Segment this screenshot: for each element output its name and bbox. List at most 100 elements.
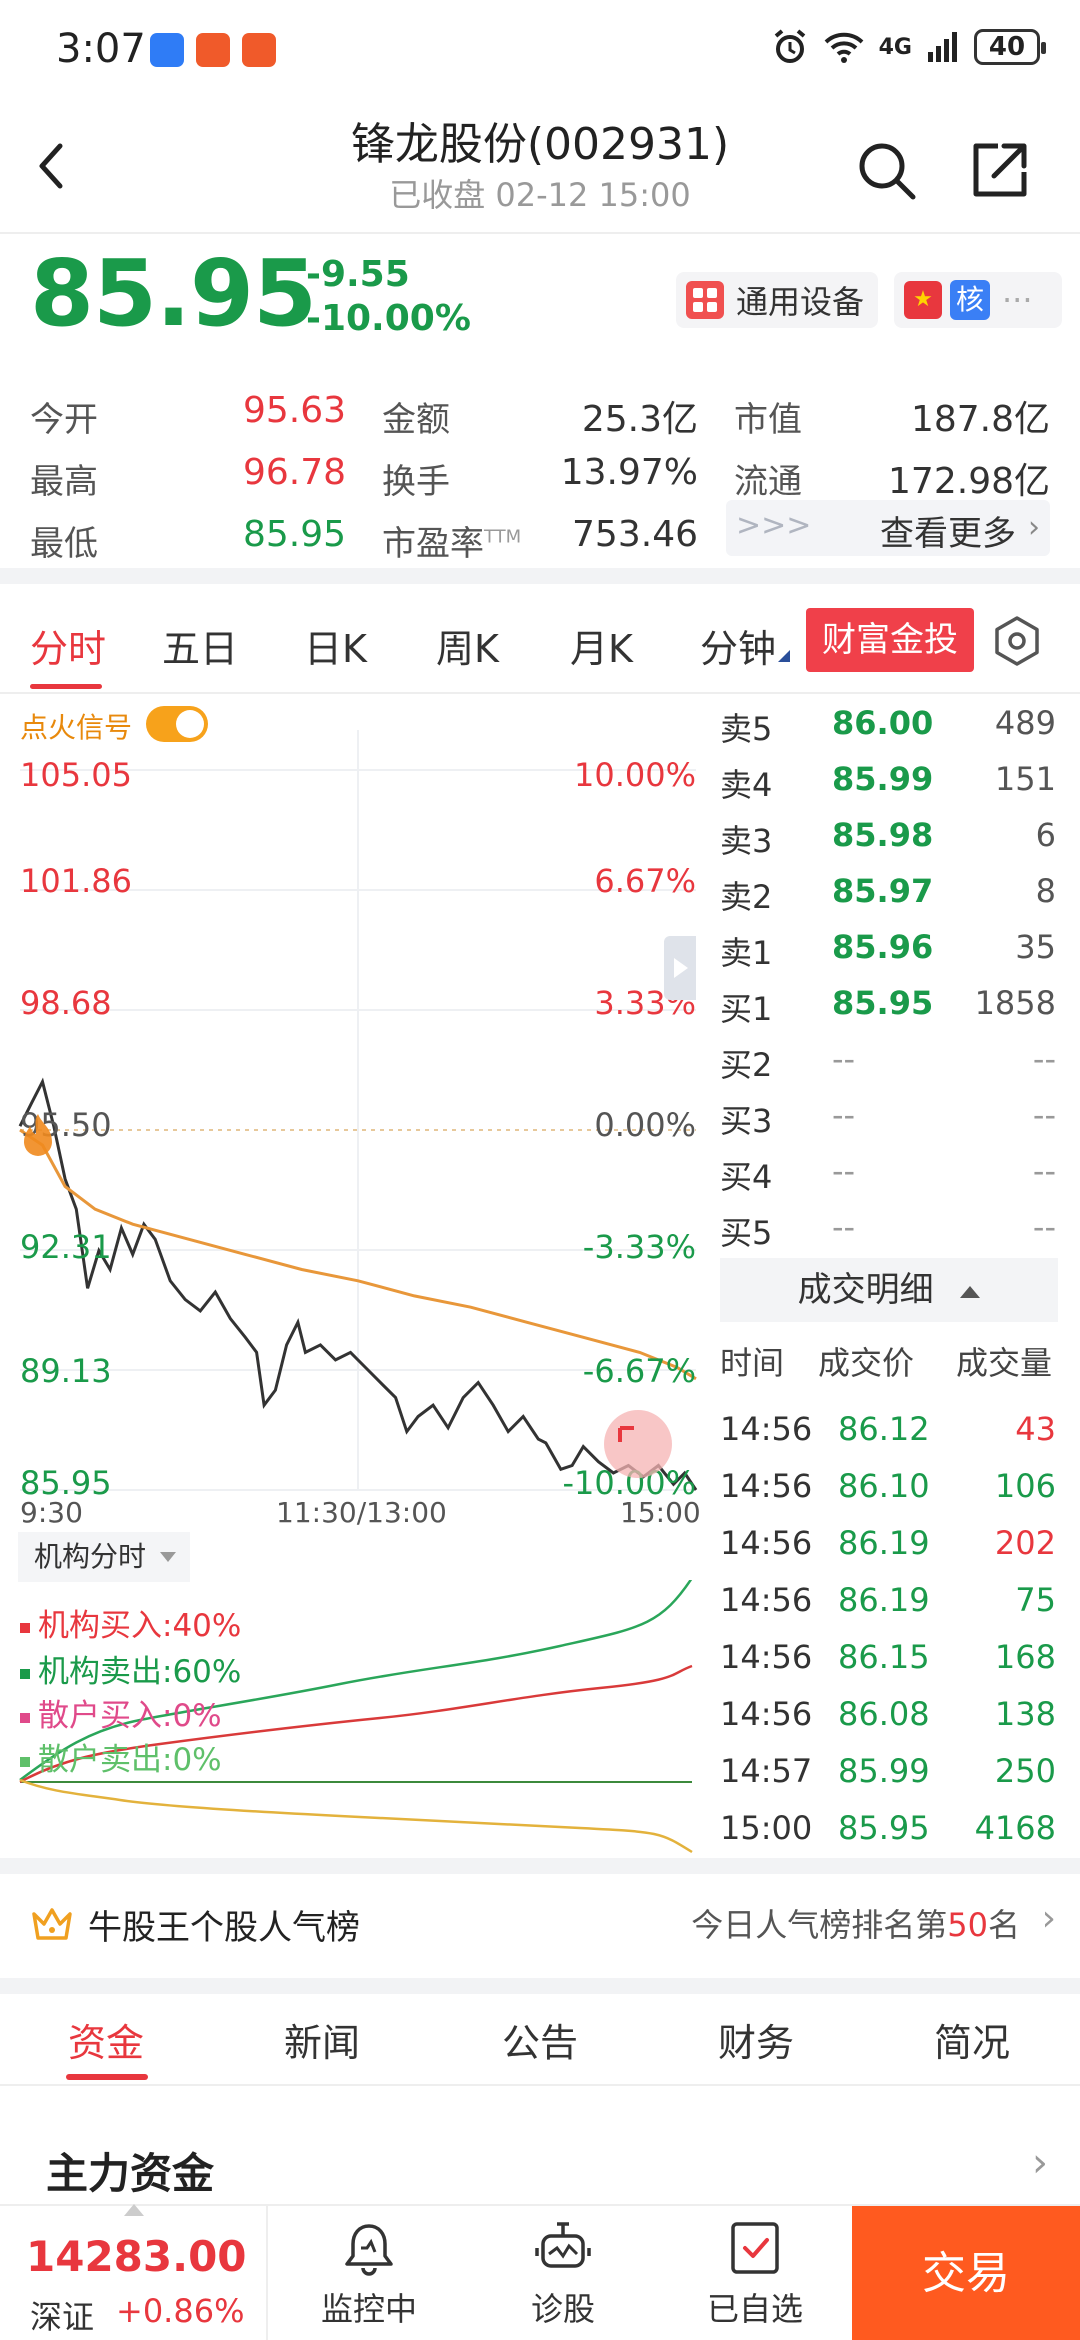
ask-label: 卖1	[720, 934, 773, 972]
settings-hexagon-icon[interactable]	[990, 614, 1044, 668]
institution-selector[interactable]: 机构分时	[18, 1532, 190, 1582]
rank-suffix: 名	[987, 1906, 1020, 1944]
monitor-button[interactable]: 监控中	[304, 2206, 434, 2340]
chevron-right-icon: ›	[1041, 1898, 1056, 1939]
ask-price: 85.97	[832, 872, 934, 910]
trade-price: 86.15	[838, 1638, 930, 1676]
current-price: 85.95	[30, 240, 317, 347]
section-divider	[0, 1858, 1080, 1874]
tab-weekly-k[interactable]: 周K	[436, 627, 499, 671]
trade-time: 14:56	[720, 1695, 813, 1733]
average-price-line	[19, 1128, 697, 1381]
ask-price: 85.98	[832, 816, 934, 854]
tab-profile[interactable]: 简况	[934, 2021, 1011, 2065]
section-divider	[0, 568, 1080, 584]
ask-price: 85.99	[832, 760, 934, 798]
market-status: 已收盘 02-12 15:00	[389, 176, 691, 214]
bid-volume: --	[1032, 1152, 1056, 1190]
y-tick-right: 0.00%	[594, 1106, 696, 1144]
ask-label: 卖4	[720, 766, 773, 804]
bid-price: --	[832, 1096, 856, 1134]
trade-volume: 168	[994, 1638, 1056, 1676]
tab-announcements[interactable]: 公告	[502, 2021, 579, 2065]
legend-retail-buy: 散户买入:0%	[20, 1690, 222, 1735]
trade-price: 86.10	[838, 1467, 930, 1505]
rank-number: 50	[947, 1906, 988, 1944]
stat-label-pe: 市盈率TTM	[382, 516, 521, 565]
dropdown-corner-icon	[778, 650, 791, 662]
tab-five-day[interactable]: 五日	[162, 627, 239, 671]
chevron-right-icon[interactable]: ›	[1032, 2140, 1048, 2186]
trade-price: 85.95	[838, 1809, 930, 1847]
x-tick-close: 15:00	[620, 1496, 701, 1529]
ignition-signal-toggle[interactable]	[146, 706, 208, 742]
ask-label: 卖5	[720, 710, 773, 748]
view-more-button[interactable]: >>> 查看更多 ›	[726, 500, 1050, 556]
index-ticker[interactable]: 14283.00 深证 +0.86%	[0, 2204, 268, 2340]
wifi-icon	[824, 32, 864, 63]
ask-label: 卖2	[720, 878, 773, 916]
trade-volume: 43	[1015, 1410, 1056, 1448]
trade-time: 14:56	[720, 1638, 813, 1676]
tab-minute[interactable]: 分钟	[700, 618, 791, 673]
rank-prefix: 今日人气榜排名第	[691, 1906, 948, 1944]
legend-inst-sell: 机构卖出:60%	[20, 1646, 241, 1691]
stat-label-turnover: 换手	[382, 462, 450, 502]
chevron-right-icon: ›	[1028, 510, 1040, 545]
bid-volume: 1858	[974, 984, 1056, 1022]
tab-funds[interactable]: 资金	[68, 2021, 145, 2065]
concept-tags[interactable]: ★ 核 ···	[894, 272, 1062, 328]
back-arrow-icon[interactable]	[24, 136, 84, 196]
status-bar: 3:07 4G 40	[0, 0, 1080, 100]
stat-label-float: 流通	[734, 462, 802, 502]
pe-label: 市盈率	[382, 524, 484, 564]
popularity-row[interactable]: 牛股王个股人气榜 今日人气榜排名第50名 ›	[0, 1874, 1080, 1978]
tab-financials[interactable]: 财务	[718, 2021, 795, 2065]
wealth-promo-button[interactable]: 财富金投	[806, 608, 974, 672]
y-tick-right: -3.33%	[582, 1228, 696, 1266]
tab-monthly-k[interactable]: 月K	[570, 627, 633, 671]
trade-volume: 4168	[974, 1809, 1056, 1847]
trade-detail-toggle[interactable]: 成交明细	[720, 1258, 1058, 1322]
bid-label: 买1	[720, 990, 773, 1028]
signal-icon	[928, 32, 957, 62]
y-tick-right: -6.67%	[582, 1352, 696, 1390]
trade-price: 86.08	[838, 1695, 930, 1733]
x-tick-open: 9:30	[20, 1496, 83, 1529]
price-line	[18, 1077, 698, 1491]
trade-price: 86.12	[838, 1410, 930, 1448]
sector-tag[interactable]: 通用设备	[676, 272, 878, 328]
share-icon[interactable]	[964, 136, 1034, 206]
search-icon[interactable]	[852, 136, 922, 206]
battery-level: 40	[988, 32, 1026, 62]
alarm-icon	[774, 29, 805, 63]
zoom-target-icon[interactable]	[602, 1408, 674, 1480]
view-more-label: 查看更多	[880, 514, 1016, 554]
bid-label: 买2	[720, 1046, 773, 1084]
trade-price: 86.19	[838, 1581, 930, 1619]
trade-volume: 250	[994, 1752, 1056, 1790]
stat-label-amount: 金额	[382, 400, 450, 440]
intraday-chart[interactable]	[0, 690, 712, 1510]
y-tick-left: 98.68	[20, 984, 112, 1022]
ask-volume: 6	[1035, 816, 1056, 854]
price-change-pct: -10.00%	[306, 298, 471, 339]
trade-volume: 75	[1015, 1581, 1056, 1619]
diagnose-button[interactable]: 诊股	[498, 2206, 628, 2340]
network-type: 4G	[878, 34, 912, 60]
china-flag-icon: ★	[904, 281, 942, 319]
watchlist-button[interactable]: 已自选	[690, 2206, 820, 2340]
tab-daily-k[interactable]: 日K	[304, 627, 367, 671]
tab-news[interactable]: 新闻	[284, 2021, 361, 2065]
trade-volume: 106	[994, 1467, 1056, 1505]
price-change: -9.55	[306, 254, 410, 295]
stock-title: 锋龙股份(002931)	[350, 119, 730, 170]
tab-divider	[0, 692, 1080, 694]
index-change: +0.86%	[116, 2292, 245, 2330]
trade-volume: 202	[994, 1524, 1056, 1562]
stat-label-open: 今开	[30, 400, 98, 440]
legend-inst-buy: 机构买入:40%	[20, 1600, 241, 1645]
collapse-handle-icon[interactable]	[664, 936, 696, 1000]
trade-button[interactable]: 交易	[852, 2206, 1080, 2340]
tab-intraday[interactable]: 分时	[30, 627, 107, 671]
